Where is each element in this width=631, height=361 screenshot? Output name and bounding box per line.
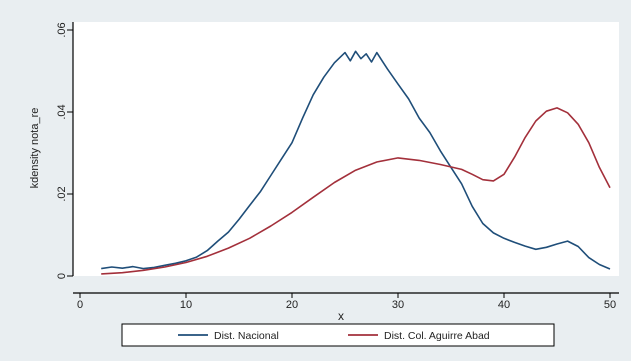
x-tick-label: 0 [77,299,83,311]
legend: Dist. Nacional Dist. Col. Aguirre Abad [121,323,555,347]
x-tick-label: 30 [392,299,404,311]
x-tick-label: 50 [604,299,616,311]
y-tick-label: 0 [56,273,68,279]
y-tick-label: .06 [56,22,68,37]
series-layer [101,50,611,275]
series-line-2 [101,107,611,275]
x-axis-label: x [338,309,344,323]
y-tick-label: .04 [56,104,68,119]
series-line-1 [101,50,611,270]
legend-label-2: Dist. Col. Aguirre Abad [384,330,490,342]
x-axis-ticks: 0 10 20 30 40 50 [77,293,616,311]
plot-background [73,22,619,276]
x-tick-label: 20 [286,299,298,311]
legend-box [121,323,555,347]
x-tick-label: 10 [180,299,192,311]
x-tick-label: 40 [498,299,510,311]
y-tick-label: .02 [56,186,68,201]
y-axis-ticks: 0 .02 .04 .06 [56,22,73,279]
legend-label-1: Dist. Nacional [214,330,279,342]
y-axis-label: kdensity nota_re [29,108,41,189]
